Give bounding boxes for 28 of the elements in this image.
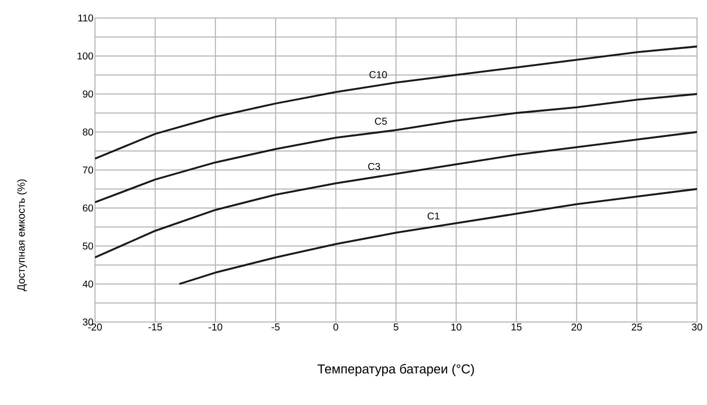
x-tick-label: 0 bbox=[333, 324, 338, 331]
y-tick-label: 40 bbox=[82, 280, 94, 288]
line-series bbox=[95, 93, 698, 204]
y-tick-label: 50 bbox=[82, 242, 94, 250]
y-tick-label: 110 bbox=[78, 14, 94, 22]
series-label: C5 bbox=[374, 118, 387, 125]
y-tick-label: 60 bbox=[82, 204, 94, 212]
x-tick-label: -10 bbox=[208, 324, 222, 331]
y-axis-title: Доступная емкость (%) bbox=[17, 179, 27, 292]
series-label: C10 bbox=[369, 71, 387, 78]
series-label: C3 bbox=[368, 162, 380, 170]
x-tick-label: 5 bbox=[394, 324, 398, 330]
y-tick-label: 80 bbox=[82, 128, 94, 136]
x-tick-label: -5 bbox=[272, 324, 280, 330]
y-tick-label: 90 bbox=[82, 90, 94, 98]
y-tick-label: 100 bbox=[78, 52, 94, 60]
x-axis-title: Температура батареи (°C) bbox=[318, 364, 474, 376]
x-tick-label: 20 bbox=[572, 324, 582, 331]
line-series bbox=[178, 188, 698, 285]
x-tick-label: 15 bbox=[512, 324, 522, 330]
x-tick-label: 30 bbox=[692, 324, 702, 331]
y-tick-label: 70 bbox=[82, 166, 94, 174]
x-tick-label: -20 bbox=[88, 324, 102, 331]
x-tick-label: 25 bbox=[632, 324, 642, 331]
line-series bbox=[95, 46, 698, 160]
x-tick-label: 10 bbox=[451, 324, 462, 331]
x-tick-label: -15 bbox=[148, 324, 162, 330]
series-label: C1 bbox=[428, 212, 440, 220]
